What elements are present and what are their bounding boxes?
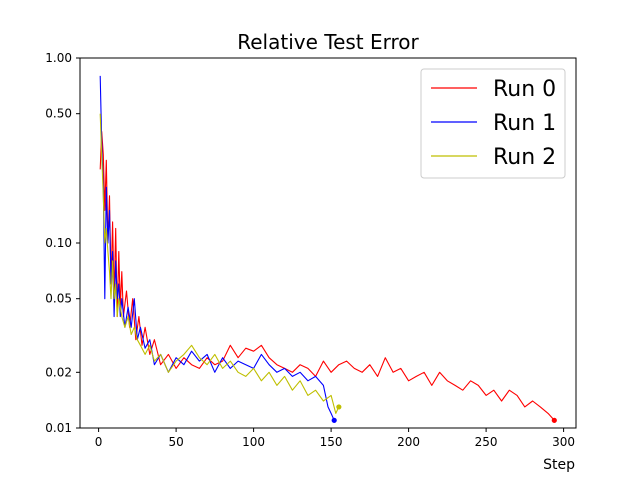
x-tick-label: 50: [168, 435, 183, 449]
series-end-point-run-2: [336, 404, 342, 410]
y-tick-label: 0.02: [45, 365, 72, 379]
x-tick-label: 300: [552, 435, 575, 449]
series-layer: [99, 75, 557, 423]
y-tick-label: 0.50: [45, 107, 72, 121]
legend: Run 0 Run 1 Run 2: [420, 68, 566, 179]
x-axis-label: Step: [543, 457, 575, 473]
y-tick-label: 0.05: [45, 292, 72, 306]
legend-label-run-2: Run 2: [493, 145, 556, 170]
chart-title: Relative Test Error: [237, 30, 419, 54]
x-tick-label: 100: [242, 435, 265, 449]
series-end-point-run-1: [331, 417, 337, 423]
x-axis: 0 50 100 150 200 250 300: [95, 428, 575, 449]
y-tick-label: 0.10: [45, 236, 72, 250]
y-tick-label: 0.01: [45, 421, 72, 435]
x-tick-label: 150: [320, 435, 343, 449]
y-axis: 0.01 0.02 0.05 0.10 0.50 1.00: [45, 51, 80, 435]
legend-label-run-1: Run 1: [493, 111, 556, 136]
y-tick-label: 1.00: [45, 51, 72, 65]
legend-box: [420, 68, 566, 179]
series-line-run-2: [99, 113, 340, 414]
x-tick-label: 200: [397, 435, 420, 449]
x-tick-label: 250: [475, 435, 498, 449]
series-line-run-0: [99, 131, 555, 421]
x-tick-label: 0: [95, 435, 103, 449]
series-end-point-run-0: [551, 417, 557, 423]
legend-label-run-0: Run 0: [493, 77, 556, 102]
